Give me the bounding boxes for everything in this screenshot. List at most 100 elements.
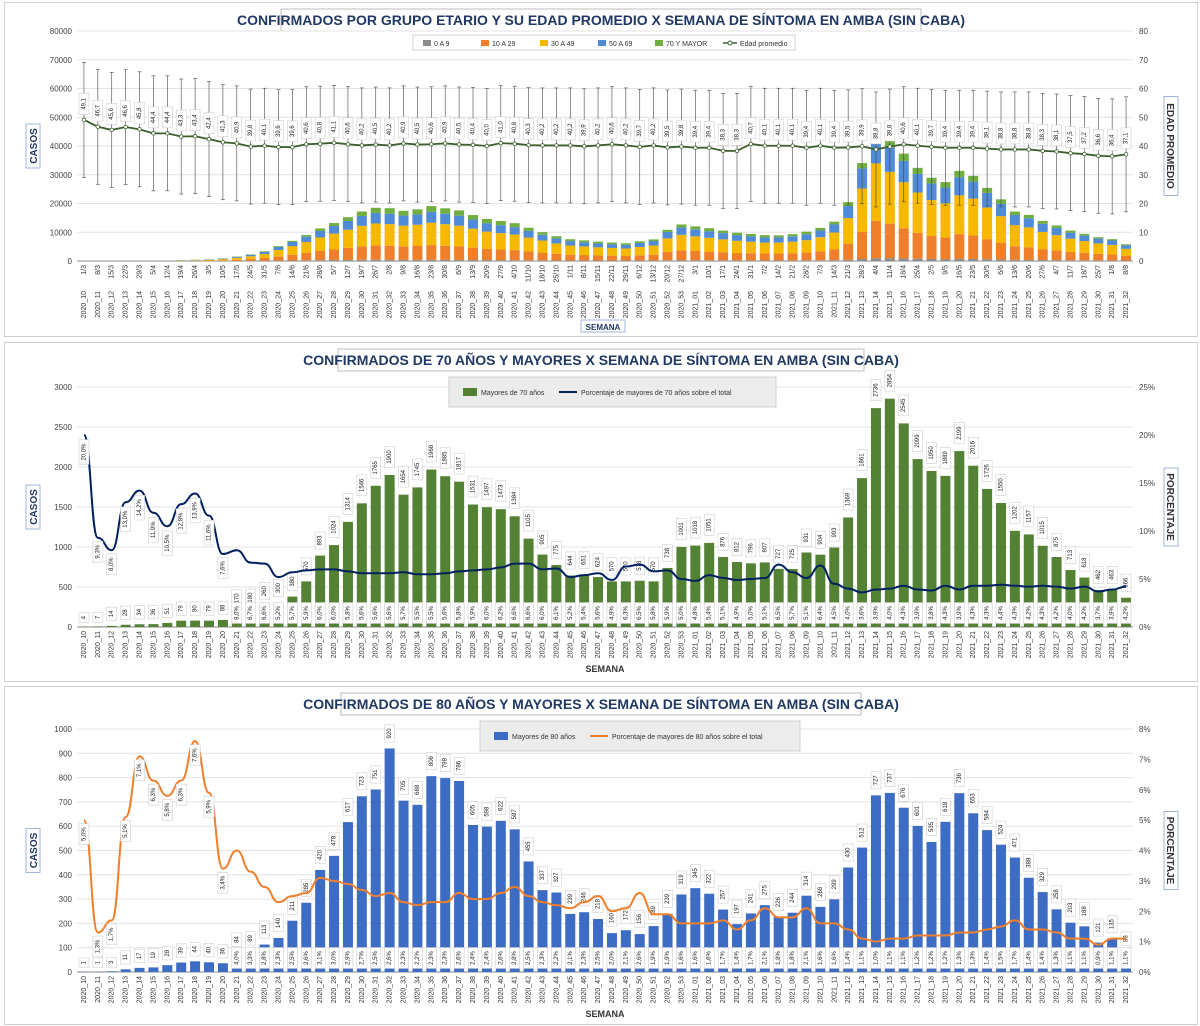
line-data-label-group: 7,1% <box>134 759 145 782</box>
x-tick-label: 2020_11 <box>95 976 102 1003</box>
x-axis-label: SEMANA <box>585 664 625 674</box>
bar-data-label-box <box>606 909 618 927</box>
bar-segment <box>523 237 534 252</box>
x-tick-label: 2021_19 <box>942 976 949 1003</box>
edad-data-label: 40,5 <box>457 122 463 134</box>
line-data-label: 7,1% <box>137 763 143 777</box>
bar-segment <box>342 259 353 261</box>
bar <box>912 825 923 972</box>
bar-segment <box>217 260 228 261</box>
x-date-label: 9/5 <box>942 265 949 275</box>
x-date-label: 5/7 <box>331 265 338 275</box>
bar <box>898 807 909 972</box>
line-data-label-group: 4,8% <box>690 602 701 624</box>
x-date-label: 18/7 <box>1081 265 1088 279</box>
edad-point <box>901 142 906 147</box>
bar-data-label-group: 2736 <box>870 379 882 401</box>
line-data-label: 5,9% <box>207 799 213 813</box>
bar-data-label: 1968 <box>429 444 435 458</box>
bar-data-label-group: 239 <box>564 890 576 908</box>
line-data-label: 8,0% <box>234 606 240 620</box>
x-tick-label: 2020_29 <box>345 976 352 1003</box>
bar-data-label-box <box>384 446 395 468</box>
x-tick-label: 2021_16 <box>901 631 908 658</box>
line-data-label-group: 5,8% <box>342 602 354 624</box>
edad-point <box>859 144 865 149</box>
line-data-label-box <box>842 947 854 969</box>
line-data-label: 1,6% <box>679 951 685 965</box>
bar-data-label: 211 <box>290 900 296 910</box>
over80-chart-panel: CONFIRMADOS DE 80 AÑOS Y MAYORES X SEMAN… <box>4 686 1198 1025</box>
bar-data-label: 322 <box>707 873 713 884</box>
bar-data-label-group: 420 <box>314 846 326 864</box>
bar-data-label-box <box>815 882 826 901</box>
edad-data-label: 40,1 <box>762 123 768 135</box>
line-data-label-box <box>537 602 548 624</box>
x-tick-label: 2020_45 <box>567 976 574 1003</box>
bar <box>718 556 729 627</box>
x-tick-label: 2021_27 <box>1054 976 1061 1003</box>
line-data-label: 1,5% <box>999 951 1005 965</box>
x-date-label: 5/4 <box>150 265 157 275</box>
line-data-label: 6,6% <box>526 606 532 620</box>
bar-segment <box>995 216 1007 243</box>
bar-segment <box>676 250 687 261</box>
edad-data-label: 39,8 <box>679 124 685 136</box>
bar-data-label: 812 <box>735 541 741 552</box>
bar-segment <box>648 254 659 261</box>
legend-swatch <box>463 388 477 396</box>
bar-data-label-group: 1861 <box>856 449 868 471</box>
bar <box>829 547 840 627</box>
x-tick-label: 2020_22 <box>248 291 255 318</box>
x-tick-label: 2020_43 <box>539 631 546 658</box>
bar-data-label-box <box>175 943 187 958</box>
bar-segment <box>1051 235 1062 251</box>
edad-data-label: 40,9 <box>401 121 407 133</box>
bar-segment <box>1093 253 1104 261</box>
edad-point <box>456 142 462 147</box>
bar-segment <box>1023 214 1034 219</box>
x-tick-label: 2020_16 <box>164 631 171 658</box>
edad-data-label-group: 39,8 <box>245 119 256 142</box>
line-data-label-box <box>731 947 743 969</box>
x-tick-label: 2021_07 <box>776 631 783 658</box>
edad-point <box>443 141 448 146</box>
line-data-label-group: 5,5% <box>412 602 423 624</box>
line-data-label-box <box>1009 947 1021 969</box>
bar-data-label: 260 <box>262 586 268 597</box>
line-data-label-box <box>106 923 118 946</box>
bar-segment <box>773 260 784 261</box>
bar-segment <box>745 236 756 242</box>
edad-data-label-group: 37,2 <box>1079 127 1090 149</box>
x-date-label: 6/6 <box>998 265 1005 275</box>
line-data-label-group: 2,8% <box>509 947 520 969</box>
bar <box>1023 534 1034 627</box>
edad-data-label-box <box>1065 126 1076 148</box>
bar <box>662 913 673 972</box>
bar-data-label-group: 471 <box>1009 833 1021 852</box>
line-data-label-box <box>384 947 395 969</box>
x-tick-label: 2021_21 <box>970 291 977 318</box>
line-data-label-box <box>1065 602 1076 624</box>
x-tick-label: 2020_28 <box>331 291 338 318</box>
bar-segment <box>440 224 451 246</box>
bar <box>120 969 131 972</box>
bar-segment <box>857 231 868 259</box>
line-data-label-group: 2,1% <box>564 947 576 969</box>
bar-data-label-group: 904 <box>815 530 826 549</box>
line-data-label-group: 2,1% <box>620 947 632 969</box>
edad-data-label-group: 40,1 <box>787 118 798 141</box>
edad-data-label-box <box>162 106 173 129</box>
x-tick-label: 2020_15 <box>150 976 157 1003</box>
edad-data-label-group: 49,1 <box>78 93 90 115</box>
bar-data-label-group: 1369 <box>842 488 854 511</box>
bar-segment <box>565 245 576 255</box>
line-data-label-box <box>578 602 590 624</box>
x-tick-label: 2020_46 <box>581 976 588 1003</box>
bar-segment <box>898 228 909 259</box>
x-tick-label: 2020_53 <box>678 976 685 1003</box>
edad-data-label-box <box>551 118 562 141</box>
bar-data-label: 89 <box>248 934 254 941</box>
line-data-label: 11,9% <box>151 521 157 538</box>
x-tick-label: 2021_19 <box>942 291 949 318</box>
